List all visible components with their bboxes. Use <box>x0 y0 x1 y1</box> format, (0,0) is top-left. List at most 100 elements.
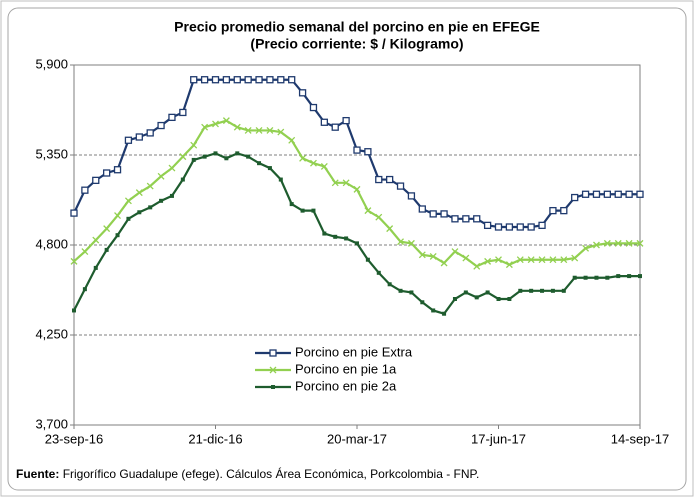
y-tick-label: 4,800 <box>35 236 68 251</box>
marker <box>560 206 568 215</box>
marker <box>289 202 294 207</box>
marker <box>300 208 305 213</box>
marker <box>331 123 339 131</box>
marker <box>212 120 219 128</box>
marker <box>429 210 437 218</box>
marker <box>235 151 240 156</box>
marker <box>135 189 143 197</box>
chart-title: Precio promedio semanal del porcino en p… <box>174 19 540 35</box>
marker <box>572 275 577 280</box>
source-label: Fuente: <box>16 467 60 481</box>
marker <box>298 89 307 97</box>
marker <box>103 225 111 233</box>
legend-marker <box>271 385 275 389</box>
marker <box>375 213 383 221</box>
marker <box>505 223 514 231</box>
marker <box>407 239 415 247</box>
marker <box>582 244 590 252</box>
chart-subtitle: (Precio corriente: $ / Kilogramo) <box>250 36 463 52</box>
marker <box>538 256 546 264</box>
marker <box>224 156 229 161</box>
marker <box>605 275 610 280</box>
marker <box>431 308 436 313</box>
marker <box>135 133 143 141</box>
marker <box>473 262 481 270</box>
marker <box>344 236 349 241</box>
marker <box>549 206 557 215</box>
marker <box>603 190 611 198</box>
marker <box>387 282 392 287</box>
marker <box>92 176 100 185</box>
marker <box>157 121 165 130</box>
marker <box>474 295 479 300</box>
marker <box>353 146 361 154</box>
marker <box>505 261 513 269</box>
source: Fuente: Frigorífico Guadalupe (efege). C… <box>16 468 486 480</box>
marker <box>496 297 501 301</box>
marker <box>70 209 78 217</box>
marker <box>429 252 437 260</box>
marker <box>473 215 481 223</box>
legend-label: Porcino en pie 2a <box>295 378 397 393</box>
legend-marker <box>269 349 277 357</box>
marker <box>159 198 164 203</box>
marker <box>342 116 350 125</box>
marker <box>157 172 165 180</box>
source-text: Frigorífico Guadalupe (efege). Cálculos … <box>62 467 480 481</box>
marker <box>82 287 87 292</box>
marker <box>571 254 579 262</box>
marker <box>636 190 644 198</box>
marker <box>288 136 296 144</box>
marker <box>124 197 132 205</box>
marker <box>299 154 307 162</box>
marker <box>222 76 231 84</box>
marker <box>191 157 196 162</box>
marker <box>527 223 535 231</box>
marker <box>440 259 448 267</box>
marker <box>550 288 555 293</box>
marker <box>222 117 230 125</box>
marker <box>81 248 89 256</box>
marker <box>114 212 121 220</box>
marker <box>396 182 405 190</box>
marker <box>353 185 361 193</box>
marker <box>124 136 133 144</box>
marker <box>593 241 600 249</box>
marker <box>190 141 198 149</box>
marker <box>442 311 447 316</box>
marker <box>594 275 599 280</box>
marker <box>309 103 318 112</box>
marker <box>277 128 285 136</box>
marker <box>233 76 241 84</box>
marker <box>451 248 459 256</box>
marker <box>266 76 274 84</box>
marker <box>277 76 285 84</box>
marker <box>462 215 470 223</box>
y-tick-label: 3,700 <box>35 416 68 431</box>
marker <box>355 241 359 246</box>
marker <box>320 162 328 170</box>
legend-label: Porcino en pie Extra <box>295 344 413 359</box>
marker <box>484 257 492 265</box>
marker <box>571 193 579 202</box>
marker <box>201 123 209 131</box>
marker <box>397 238 404 246</box>
marker <box>310 159 317 167</box>
marker <box>592 190 601 198</box>
marker <box>255 126 263 134</box>
marker <box>113 166 122 174</box>
marker <box>538 221 546 230</box>
marker <box>494 223 503 231</box>
marker <box>516 256 524 264</box>
marker <box>527 256 535 264</box>
marker <box>311 208 316 213</box>
marker <box>179 153 187 161</box>
marker <box>398 288 403 293</box>
marker <box>409 290 414 295</box>
marker <box>583 275 588 280</box>
marker <box>581 190 590 198</box>
marker <box>603 239 611 247</box>
marker <box>244 76 252 84</box>
